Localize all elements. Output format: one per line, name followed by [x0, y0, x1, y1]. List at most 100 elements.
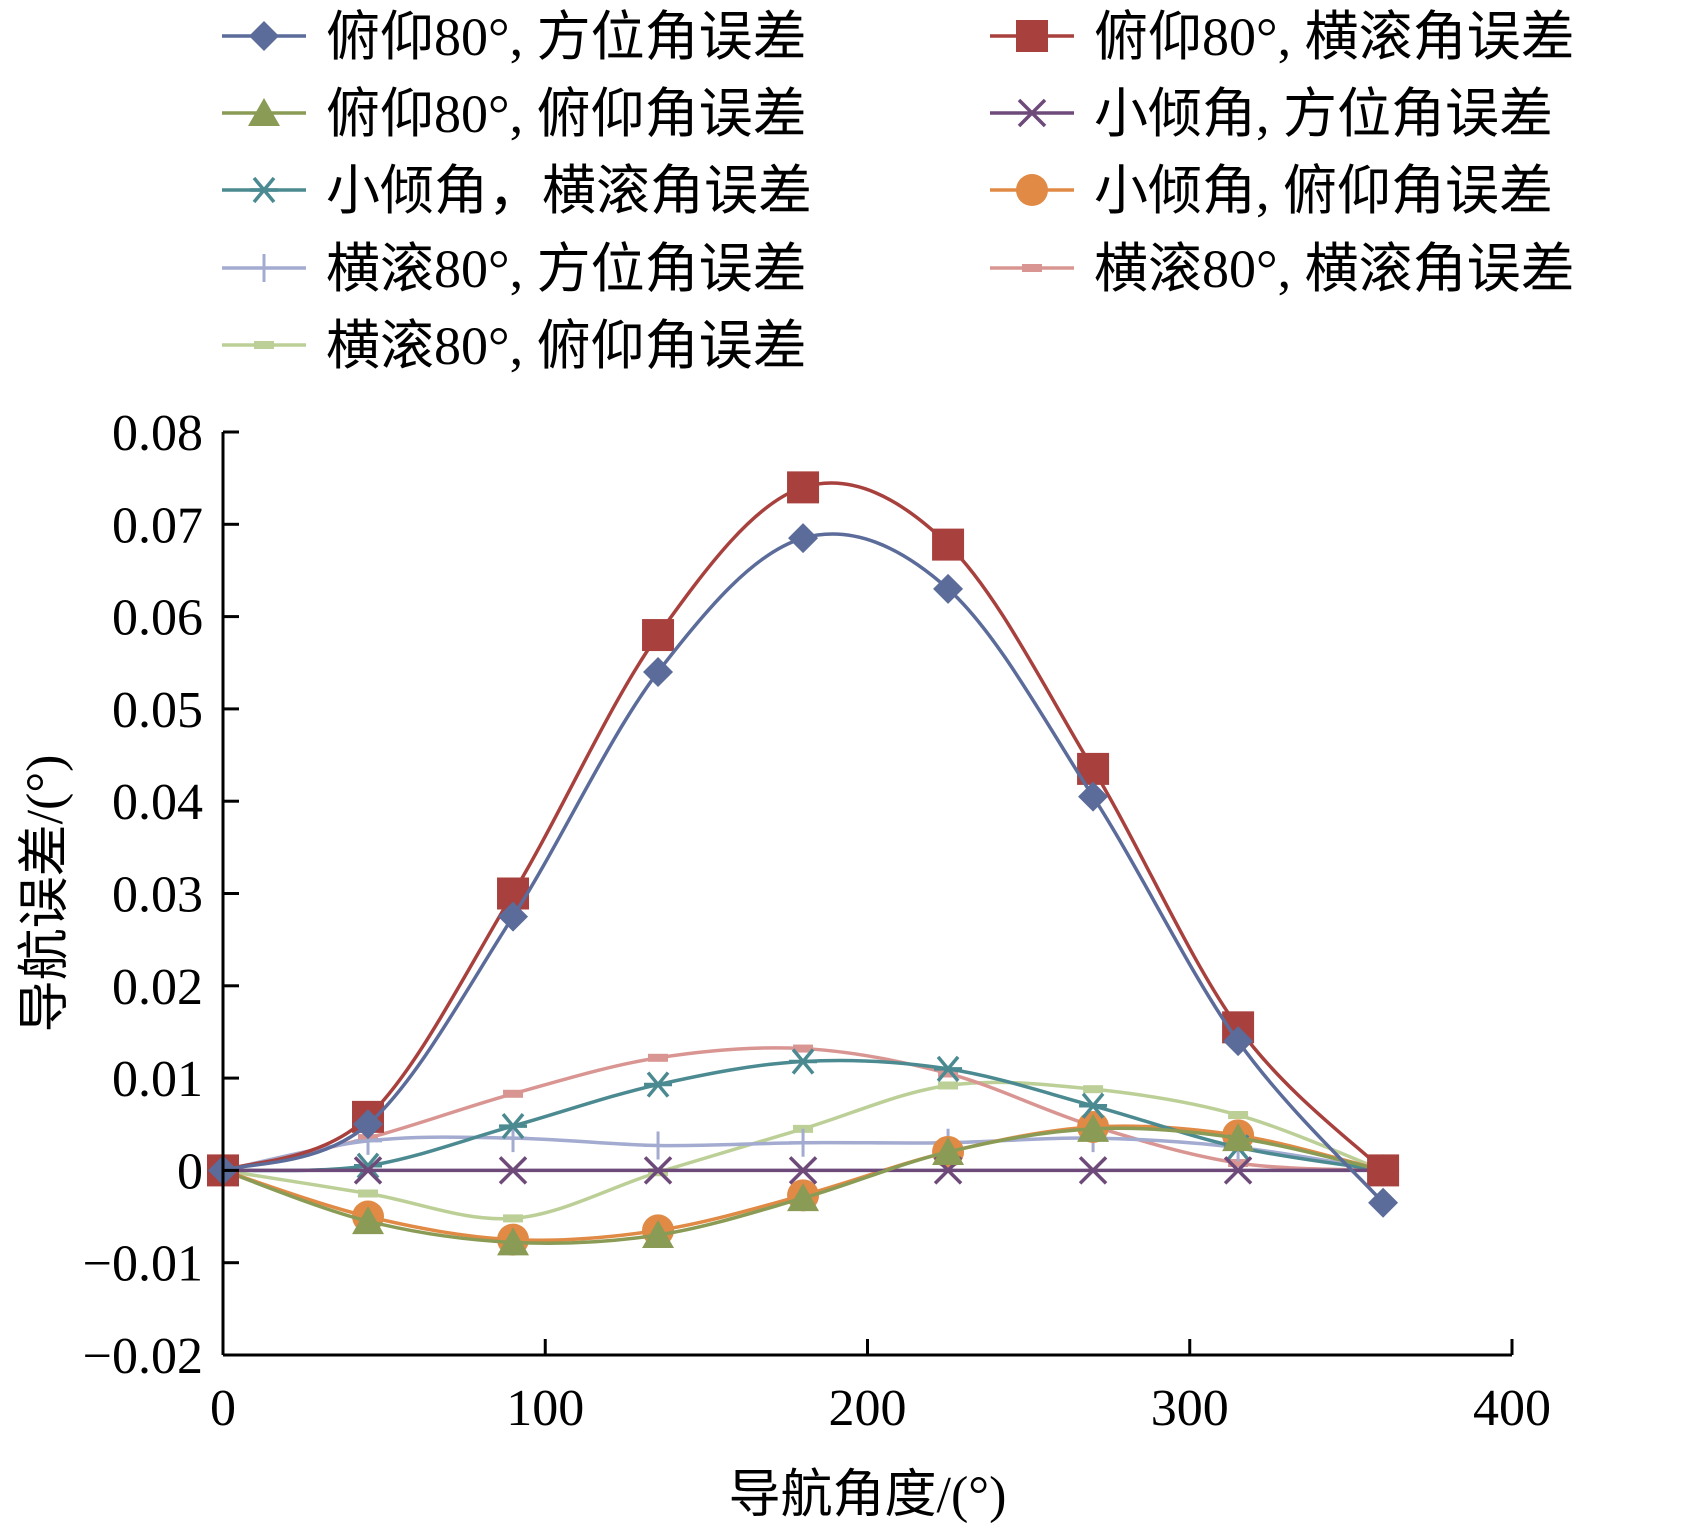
- x-tick-label: 200: [829, 1380, 907, 1437]
- axes: [221, 432, 1512, 1357]
- x-tick-label: 300: [1151, 1380, 1229, 1437]
- plus-marker: [644, 1131, 673, 1160]
- series-line: [222, 481, 1385, 1173]
- legend-label: 小倾角, 俯仰角误差: [1094, 161, 1553, 221]
- triangle-marker: [1077, 1113, 1110, 1142]
- plus-marker: [250, 254, 278, 282]
- y-tick-label: 0.01: [112, 1051, 203, 1108]
- square-marker: [642, 619, 675, 652]
- dash-marker: [938, 1081, 959, 1090]
- x-marker: [788, 1156, 818, 1185]
- legend-label: 横滚80°, 俯仰角误差: [326, 316, 807, 376]
- diamond-marker: [1368, 1187, 1399, 1218]
- x-axis-ticks: 0 100 200 300 400: [210, 1339, 1551, 1437]
- x-marker: [498, 1156, 528, 1185]
- diamond-marker: [1223, 1026, 1254, 1057]
- y-tick-label: 0.05: [112, 682, 203, 739]
- asterisk-marker: [644, 1071, 673, 1098]
- y-tick-label: 0.04: [112, 774, 203, 831]
- series-2: [207, 471, 1400, 1187]
- circle-marker: [1016, 174, 1048, 206]
- diamond-marker: [1078, 781, 1109, 812]
- legend-label: 俯仰80°, 方位角误差: [326, 7, 807, 67]
- x-tick-label: 400: [1473, 1380, 1551, 1437]
- legend-label: 小倾角, 方位角误差: [1094, 84, 1553, 144]
- dash-marker: [1083, 1085, 1104, 1094]
- asterisk-marker: [934, 1055, 963, 1082]
- legend-item: 横滚80°, 俯仰角误差: [222, 316, 807, 376]
- x-axis-title: 导航角度/(°): [729, 1467, 1007, 1524]
- y-tick-label: −0.01: [83, 1236, 203, 1293]
- dash-marker: [793, 1044, 814, 1053]
- diamond-marker: [643, 656, 674, 687]
- triangle-marker: [787, 1183, 820, 1212]
- legend-label: 横滚80°, 横滚角误差: [1094, 239, 1575, 299]
- diamond-marker: [249, 21, 279, 51]
- legend-item: 横滚80°, 横滚角误差: [990, 239, 1575, 299]
- y-tick-label: 0: [177, 1143, 203, 1200]
- x-marker: [1223, 1156, 1253, 1185]
- y-tick-label: 0.03: [112, 867, 203, 924]
- y-axis-title: 导航误差/(°): [17, 755, 74, 1033]
- legend-item: 横滚80°, 方位角误差: [222, 239, 807, 299]
- square-marker: [787, 471, 820, 504]
- dash-marker: [254, 341, 274, 349]
- y-axis-ticks: −0.02 −0.01 0 0.01 0.02 0.03 0.04 0.05 0.06 0.07 0…: [83, 405, 239, 1385]
- dash-marker: [648, 1053, 669, 1062]
- x-marker: [353, 1156, 383, 1185]
- legend-item: 俯仰80°, 横滚角误差: [990, 7, 1575, 67]
- legend-item: 俯仰80°, 方位角误差: [222, 7, 807, 67]
- diamond-marker: [353, 1109, 384, 1140]
- x-marker: [1017, 98, 1047, 128]
- dash-marker: [1022, 264, 1042, 272]
- dash-marker: [358, 1189, 379, 1198]
- asterisk-marker: [789, 1048, 818, 1075]
- dash-marker: [503, 1089, 524, 1098]
- dash-marker: [1228, 1159, 1249, 1168]
- square-marker: [1367, 1154, 1400, 1187]
- asterisk-marker: [1079, 1092, 1108, 1119]
- y-tick-label: −0.02: [83, 1328, 203, 1385]
- triangle-marker: [1222, 1123, 1255, 1152]
- legend-item: 小倾角，横滚角误差: [222, 161, 812, 221]
- x-tick-label: 0: [210, 1380, 236, 1437]
- legend-label: 横滚80°, 方位角误差: [326, 239, 807, 299]
- legend-label: 小倾角，横滚角误差: [326, 161, 812, 221]
- legend-item: 小倾角, 方位角误差: [990, 84, 1553, 144]
- triangle-marker: [932, 1136, 965, 1165]
- square-marker: [932, 528, 965, 561]
- legend-item: 小倾角, 俯仰角误差: [990, 161, 1553, 221]
- dash-marker: [938, 1069, 959, 1078]
- y-tick-label: 0.08: [112, 405, 203, 462]
- triangle-marker: [352, 1206, 385, 1235]
- series-1: [208, 523, 1399, 1218]
- x-marker: [1078, 1156, 1108, 1185]
- legend-item: 俯仰80°, 俯仰角误差: [222, 84, 807, 144]
- asterisk-marker: [499, 1112, 528, 1140]
- legend-label: 俯仰80°, 横滚角误差: [1094, 7, 1575, 67]
- diamond-marker: [933, 573, 964, 604]
- triangle-marker: [497, 1227, 530, 1256]
- y-tick-label: 0.06: [112, 590, 203, 647]
- x-tick-label: 100: [506, 1380, 584, 1437]
- plus-marker: [789, 1128, 818, 1157]
- triangle-marker: [642, 1220, 675, 1249]
- y-tick-label: 0.02: [112, 959, 203, 1016]
- plot-area: 0 100 200 300 400 −0.02 −0.01 0 0.01 0.02 0.03 0.0…: [83, 405, 1551, 1437]
- series-line: [222, 532, 1385, 1204]
- y-tick-label: 0.07: [112, 497, 203, 554]
- series-layer: [207, 471, 1400, 1256]
- diamond-marker: [788, 523, 819, 554]
- series-5: [209, 1048, 1398, 1184]
- dash-marker: [1228, 1111, 1249, 1120]
- dash-marker: [503, 1214, 524, 1223]
- square-marker: [1016, 20, 1048, 52]
- diamond-marker: [498, 901, 529, 932]
- asterisk-marker: [354, 1152, 383, 1179]
- triangle-marker: [248, 98, 280, 126]
- x-marker: [643, 1156, 673, 1185]
- legend-label: 俯仰80°, 俯仰角误差: [326, 84, 807, 144]
- asterisk-marker: [250, 176, 278, 204]
